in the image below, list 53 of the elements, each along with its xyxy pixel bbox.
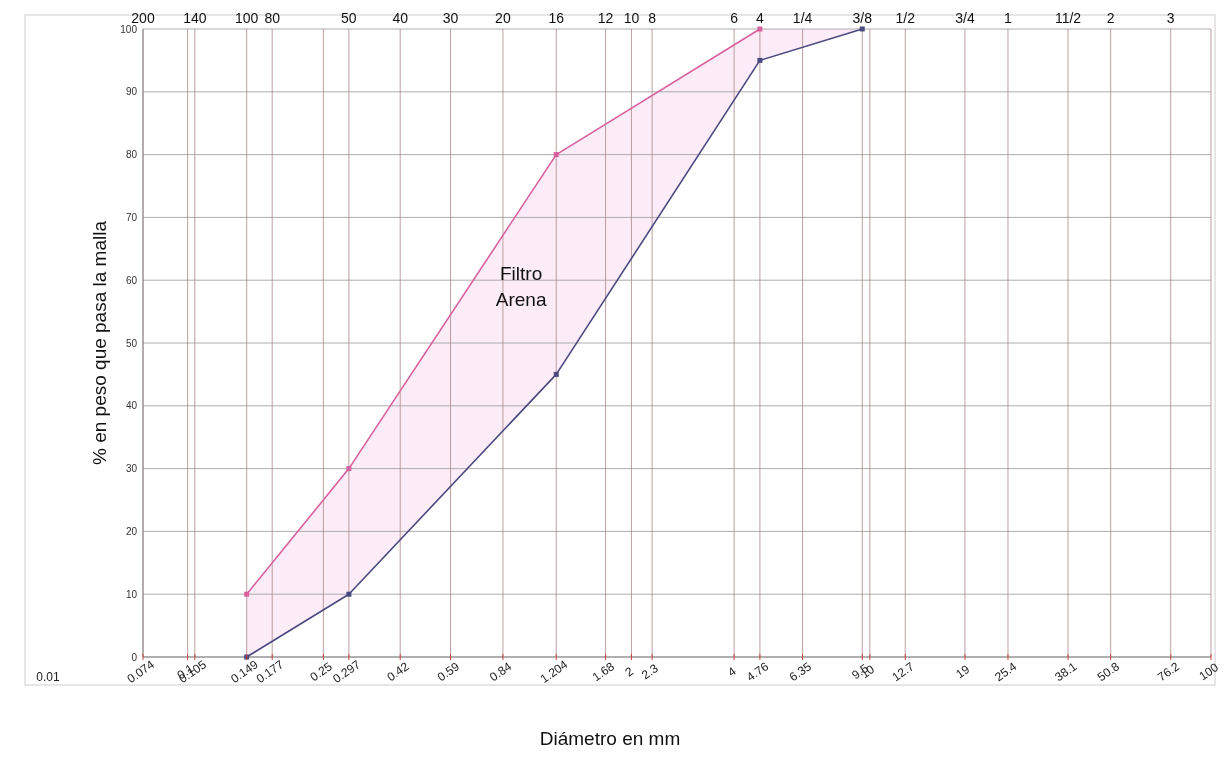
y-tick-label: 100 bbox=[120, 23, 138, 35]
text: 4 bbox=[755, 10, 764, 26]
x-tick-label: 0.84 bbox=[487, 659, 515, 685]
x-tick-label: 76.2 bbox=[1154, 659, 1183, 685]
y-tick-label: 0 bbox=[131, 651, 138, 663]
text: 3/4 bbox=[955, 10, 975, 26]
y-tick-label: 50 bbox=[125, 337, 138, 349]
text: 3/8 bbox=[852, 10, 873, 26]
y-tick-label: 90 bbox=[125, 86, 138, 98]
text: 100 bbox=[235, 10, 259, 26]
text: 10 bbox=[623, 10, 640, 26]
text: 1/2 bbox=[895, 10, 916, 26]
x-axis-title: Diámetro en mm bbox=[539, 728, 681, 749]
text: 50 bbox=[341, 10, 357, 26]
x-tick-label: 0.59 bbox=[434, 659, 463, 685]
text: 80 bbox=[264, 10, 281, 26]
text: 2 bbox=[1106, 10, 1115, 26]
text: 1/4 bbox=[792, 10, 813, 26]
annotation: Filtro Arena bbox=[495, 263, 547, 311]
x-tick-label: 2.3 bbox=[638, 661, 661, 683]
text: 30 bbox=[442, 10, 459, 26]
x-tick-label: 50.8 bbox=[1094, 659, 1123, 685]
x-tick-label: 6.35 bbox=[786, 659, 815, 685]
text: 20 bbox=[495, 10, 511, 26]
y-tick-label: 20 bbox=[125, 525, 138, 537]
x-tick-label: 4.76 bbox=[744, 659, 772, 685]
x-tick-label: 1.68 bbox=[589, 659, 618, 685]
x-tick-label: 12.7 bbox=[889, 659, 917, 685]
text: 6 bbox=[730, 10, 739, 26]
text: 12 bbox=[597, 10, 614, 26]
x-tick-label: 38.1 bbox=[1052, 659, 1080, 685]
y-tick-label: 30 bbox=[125, 463, 138, 475]
x-tick-label: 19 bbox=[953, 661, 973, 682]
text: 140 bbox=[183, 10, 207, 26]
x-tick-label: 2 bbox=[622, 663, 637, 680]
text: 40 bbox=[392, 10, 409, 26]
y-tick-label: 10 bbox=[125, 588, 138, 600]
y-tick-label: 40 bbox=[125, 400, 138, 412]
x-tick-label: 100 bbox=[1196, 660, 1222, 684]
text: 1 bbox=[1004, 10, 1013, 26]
text: 3 bbox=[1166, 10, 1175, 26]
text: 16 bbox=[548, 10, 565, 26]
x-tick-label: 0.42 bbox=[384, 659, 412, 685]
text: 11/2 bbox=[1054, 10, 1082, 26]
text: 200 bbox=[131, 10, 155, 26]
y-tick-label: 60 bbox=[125, 274, 138, 286]
y-axis-title: % en peso que pasa la malla bbox=[89, 220, 110, 465]
x-tick-label: 25.4 bbox=[992, 659, 1020, 685]
y-tick-label: 70 bbox=[125, 211, 138, 223]
text: 8 bbox=[648, 10, 657, 26]
x-tick-label: 4 bbox=[725, 663, 739, 680]
y-tick-label: 80 bbox=[125, 149, 138, 161]
text: 0.01 bbox=[36, 670, 60, 684]
